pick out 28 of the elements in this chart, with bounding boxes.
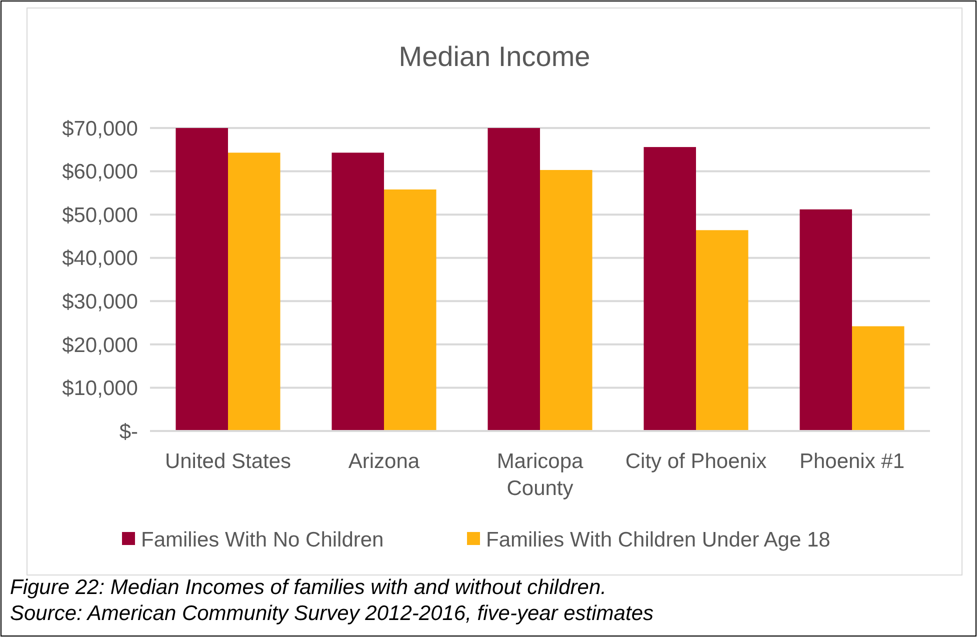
y-tick-label: $30,000 [62,290,138,314]
y-tick-label: $50,000 [62,204,138,227]
legend-label: Families With Children Under Age 18 [486,528,830,552]
x-tick-label: Maricopa County [496,450,584,500]
chart-title: Median Income [398,41,590,72]
bar [332,152,384,431]
legend-label: Families With No Children [141,528,384,552]
bar [384,189,436,431]
bar [644,147,696,431]
y-tick-label: $- [119,420,138,444]
bar [540,170,592,431]
bar [488,128,540,431]
y-tick-label: $60,000 [62,160,138,184]
x-tick-label: City of Phoenix [625,450,768,473]
x-tick-label: Arizona [348,450,420,473]
caption: Figure 22: Median Incomes of families with and without children. [10,576,606,599]
x-tick-label: United States [164,450,292,473]
bar [176,128,228,431]
y-tick-label: $10,000 [62,377,138,400]
y-tick-label: $40,000 [62,247,138,270]
bar [228,152,280,431]
y-tick-label: $70,000 [62,117,138,140]
bar [696,230,748,431]
bar [852,326,904,431]
bar [800,209,852,431]
y-tick-label: $20,000 [62,334,138,357]
x-tick-label: Phoenix #1 [799,450,905,473]
source-note: Source: American Community Survey 2012-2016, five-year estimates [10,602,654,625]
